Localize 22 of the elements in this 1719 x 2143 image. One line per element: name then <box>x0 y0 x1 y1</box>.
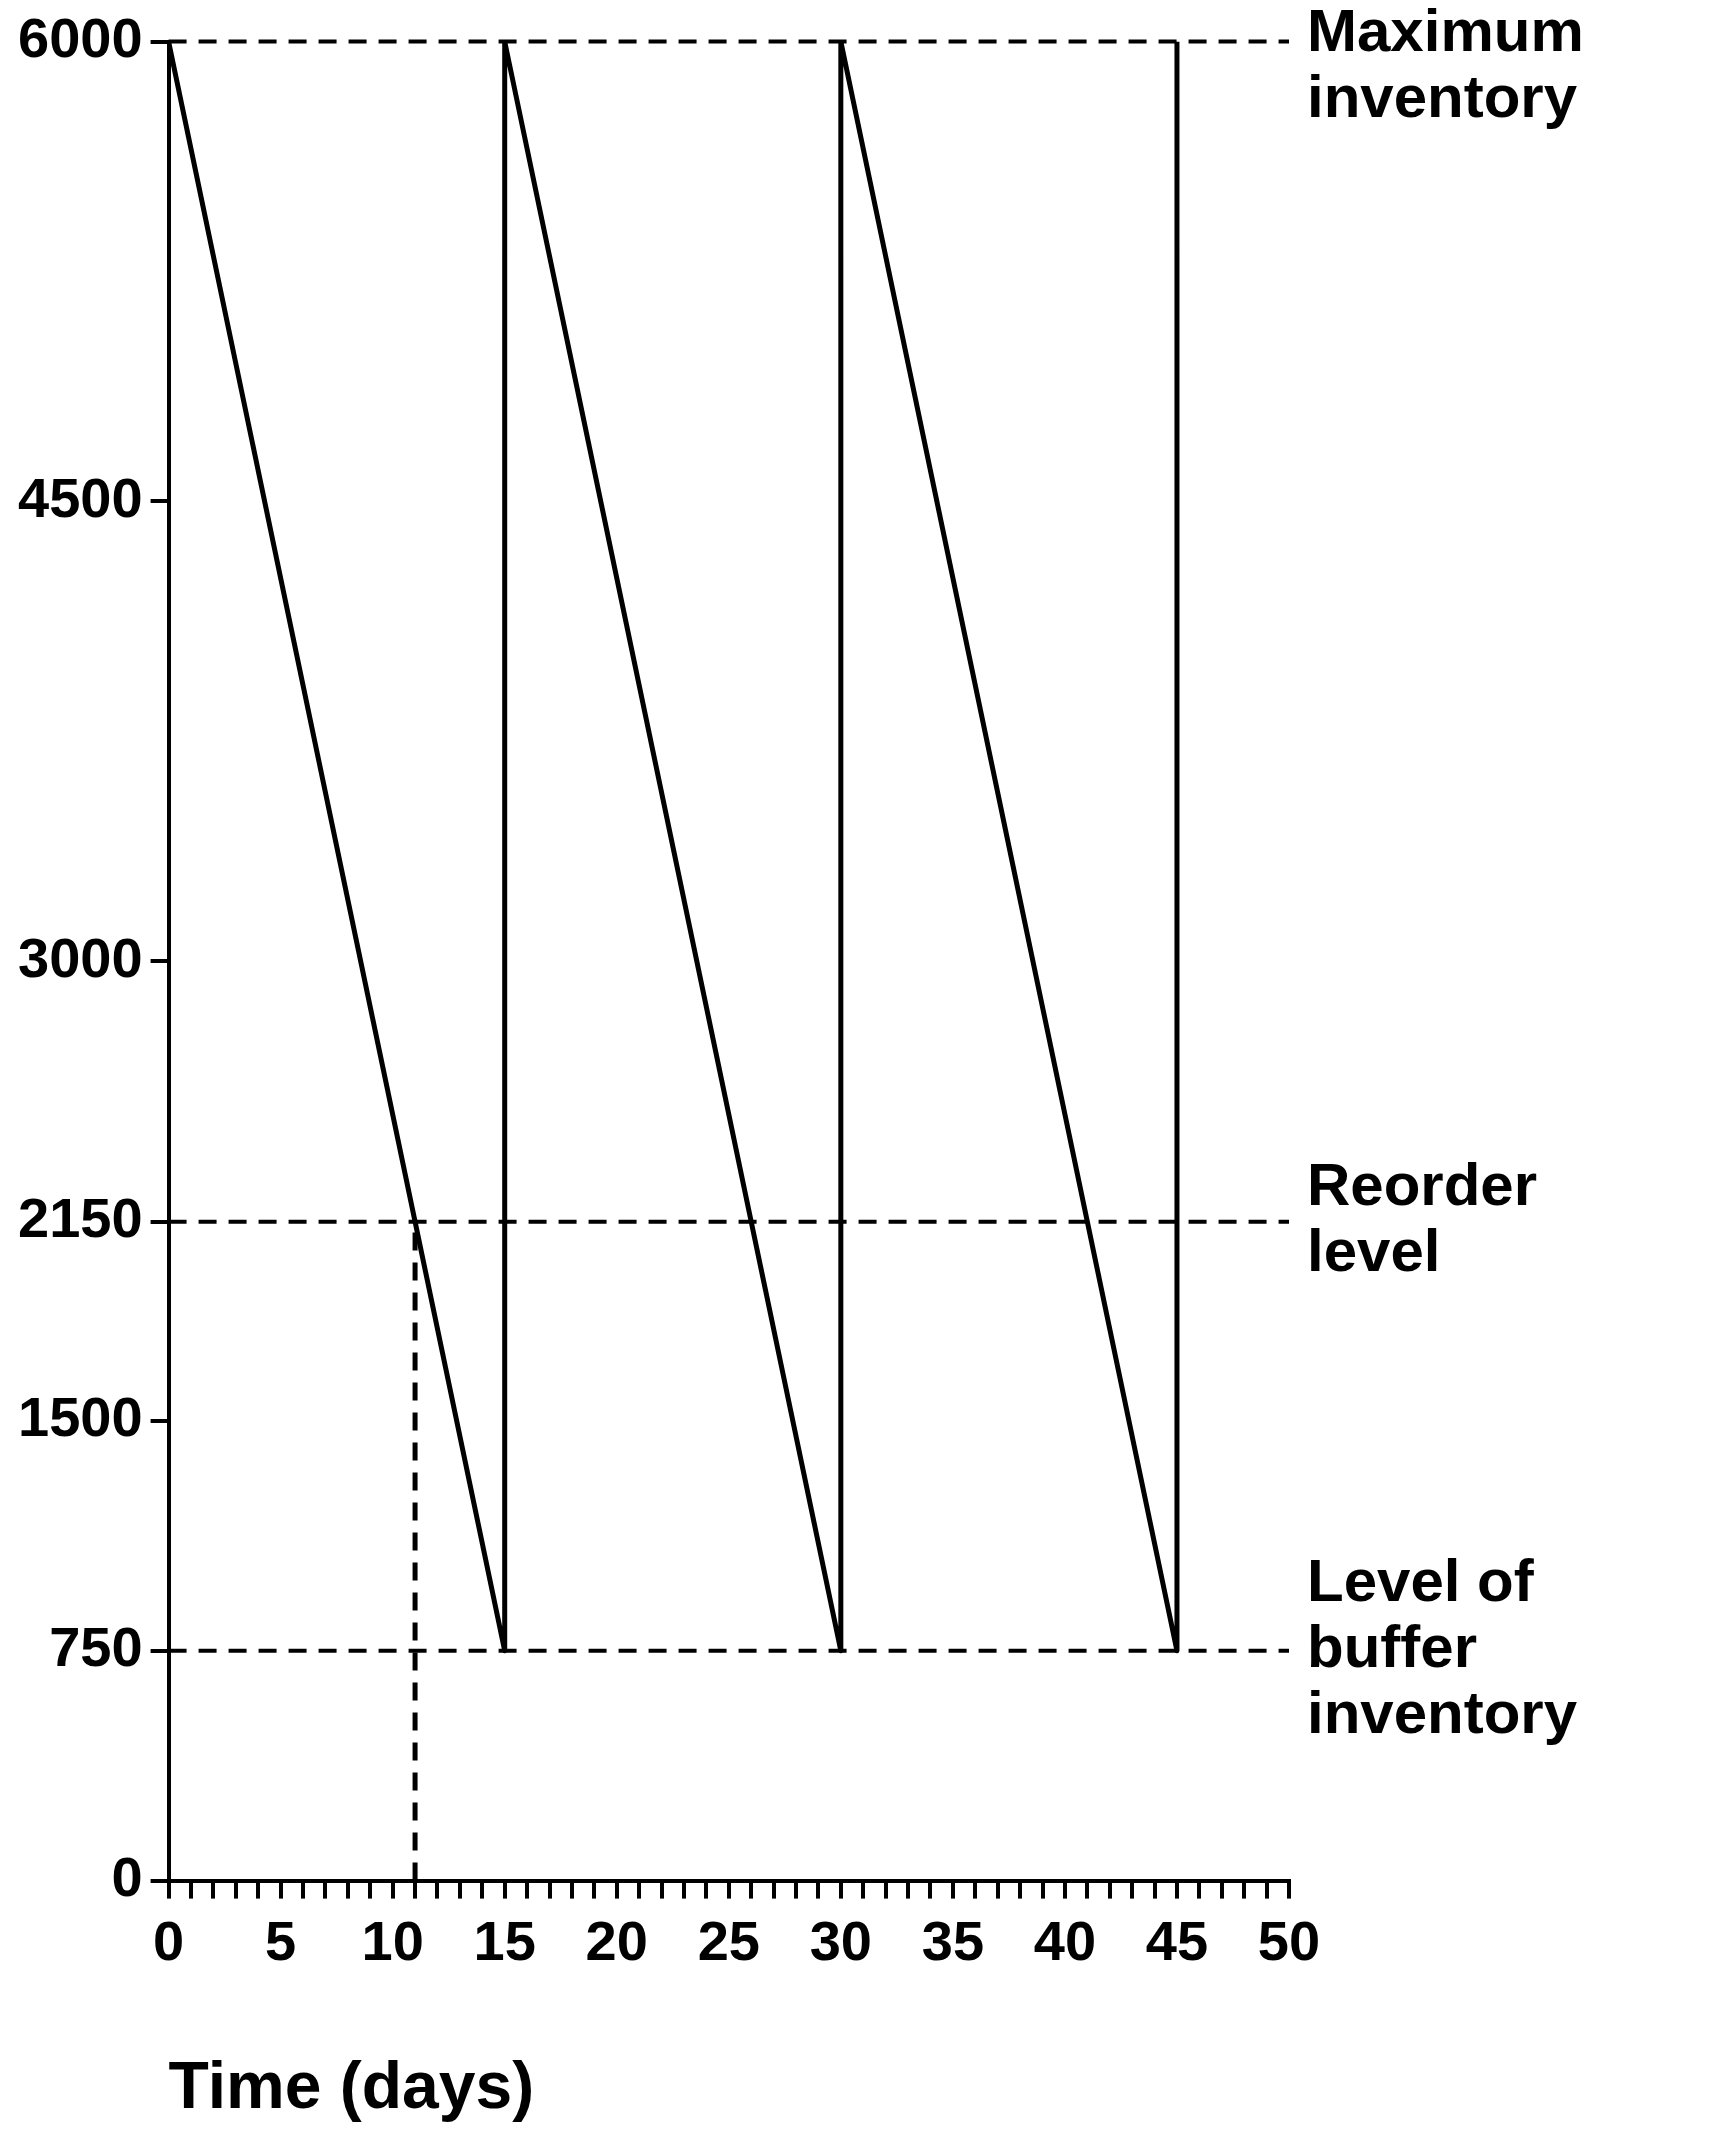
y-tick-label: 4500 <box>18 465 143 529</box>
x-tick-label: 20 <box>585 1908 648 1972</box>
x-tick-label: 25 <box>697 1908 760 1972</box>
x-tick-label: 35 <box>921 1908 985 1972</box>
x-tick-label: 50 <box>1257 1908 1321 1972</box>
y-tick-label: 1500 <box>18 1385 143 1449</box>
y-tick-label: 0 <box>111 1845 143 1909</box>
x-tick-label: 5 <box>265 1908 297 1972</box>
x-tick-label: 30 <box>809 1908 872 1972</box>
y-tick-label: 2150 <box>18 1186 143 1250</box>
y-tick-label: 750 <box>49 1615 143 1679</box>
x-tick-label: 15 <box>473 1908 536 1972</box>
x-tick-label: 10 <box>361 1908 424 1972</box>
y-tick-label: 6000 <box>18 6 143 70</box>
x-axis-title: Time (days) <box>168 2047 535 2122</box>
ref-line-label: Level of buffer inventory <box>1307 1547 1578 1747</box>
x-tick-label: 0 <box>153 1908 185 1972</box>
x-tick-label: 45 <box>1145 1908 1209 1972</box>
ref-line-label: Maximum inventory <box>1307 0 1584 130</box>
x-tick-label: 40 <box>1033 1908 1097 1972</box>
ref-line-label: Reorder level <box>1307 1151 1538 1285</box>
y-tick-label: 3000 <box>18 925 143 989</box>
